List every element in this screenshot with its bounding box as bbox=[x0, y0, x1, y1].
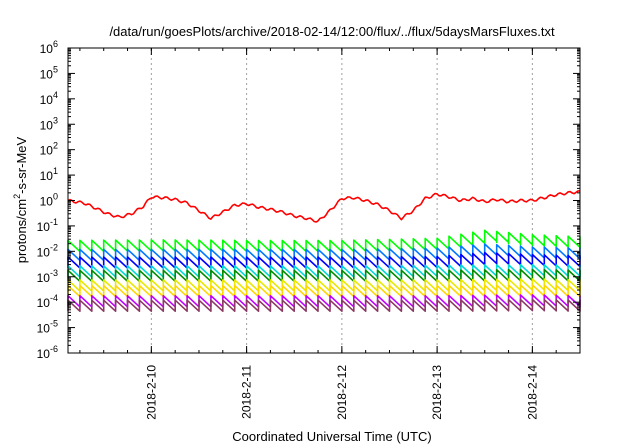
y-tick-base: 10 bbox=[40, 118, 54, 132]
y-tick-exp: -1 bbox=[50, 217, 58, 227]
y-tick-exp: -2 bbox=[50, 242, 58, 252]
y-tick-label: 10-6 bbox=[37, 344, 58, 361]
y-tick-label: 104 bbox=[40, 90, 58, 107]
y-tick-label: 105 bbox=[40, 64, 58, 81]
y-tick-exp: 2 bbox=[53, 141, 58, 151]
x-tick-label: 2018-2-14 bbox=[525, 365, 539, 420]
y-tick-base: 10 bbox=[37, 296, 51, 310]
y-tick-base: 10 bbox=[40, 169, 54, 183]
y-tick-label: 102 bbox=[40, 141, 58, 158]
x-tick-labels: 2018-2-10 2018-2-11 2018-2-12 2018-2-13 2018… bbox=[144, 365, 539, 420]
y-tick-exp: 6 bbox=[53, 39, 58, 49]
y-tick-label: 10-3 bbox=[37, 268, 58, 285]
x-tick-label: 2018-2-10 bbox=[144, 365, 158, 420]
y-tick-base: 10 bbox=[37, 220, 51, 234]
x-axis-label: Coordinated Universal Time (UTC) bbox=[232, 429, 431, 444]
series-line-0 bbox=[67, 190, 580, 223]
series-line-1 bbox=[67, 229, 581, 253]
y-tick-base: 10 bbox=[37, 271, 51, 285]
y-tick-label: 103 bbox=[40, 115, 58, 132]
y-tick-base: 10 bbox=[37, 322, 51, 336]
y-tick-labels: 10-610-510-410-310-210-11001011021031041… bbox=[37, 39, 58, 361]
y-axis-label: protons/cm2-s-sr-MeV bbox=[12, 136, 29, 263]
y-tick-base: 10 bbox=[37, 245, 51, 259]
y-axis-label-post: -s-sr-MeV bbox=[14, 136, 29, 193]
y-tick-exp: 0 bbox=[53, 192, 58, 202]
y-tick-label: 100 bbox=[40, 192, 58, 209]
y-axis-label-sup: 2 bbox=[12, 194, 22, 199]
series-line-7 bbox=[67, 284, 581, 298]
x-tick-label: 2018-2-13 bbox=[430, 365, 444, 420]
y-tick-label: 101 bbox=[40, 166, 58, 183]
y-tick-label: 10-2 bbox=[37, 242, 58, 259]
y-tick-exp: 1 bbox=[53, 166, 58, 176]
grid bbox=[150, 48, 533, 353]
y-tick-exp: 4 bbox=[53, 90, 58, 100]
y-tick-base: 10 bbox=[40, 195, 54, 209]
series-layer bbox=[67, 190, 581, 312]
chart-title: /data/run/goesPlots/archive/2018-02-14/1… bbox=[109, 24, 555, 39]
y-tick-exp: -4 bbox=[50, 293, 58, 303]
y-tick-exp: -3 bbox=[50, 268, 58, 278]
y-tick-base: 10 bbox=[37, 347, 51, 361]
y-tick-exp: -5 bbox=[50, 319, 58, 329]
ticks bbox=[68, 47, 581, 354]
y-axis-label-pre: protons/cm bbox=[14, 199, 29, 263]
x-tick-label: 2018-2-11 bbox=[240, 365, 254, 419]
y-tick-exp: 3 bbox=[53, 115, 58, 125]
y-tick-base: 10 bbox=[40, 67, 54, 81]
y-tick-label: 10-5 bbox=[37, 319, 58, 336]
y-tick-label: 106 bbox=[40, 39, 58, 56]
y-tick-label: 10-1 bbox=[37, 217, 58, 234]
y-tick-exp: -6 bbox=[50, 344, 58, 354]
x-tick-label: 2018-2-12 bbox=[335, 365, 349, 420]
series-line-9 bbox=[67, 298, 581, 312]
y-tick-base: 10 bbox=[40, 93, 54, 107]
y-tick-exp: 5 bbox=[53, 64, 58, 74]
y-tick-base: 10 bbox=[40, 42, 54, 56]
series-line-6 bbox=[67, 278, 581, 292]
y-tick-label: 10-4 bbox=[37, 293, 58, 310]
y-tick-base: 10 bbox=[40, 144, 54, 158]
